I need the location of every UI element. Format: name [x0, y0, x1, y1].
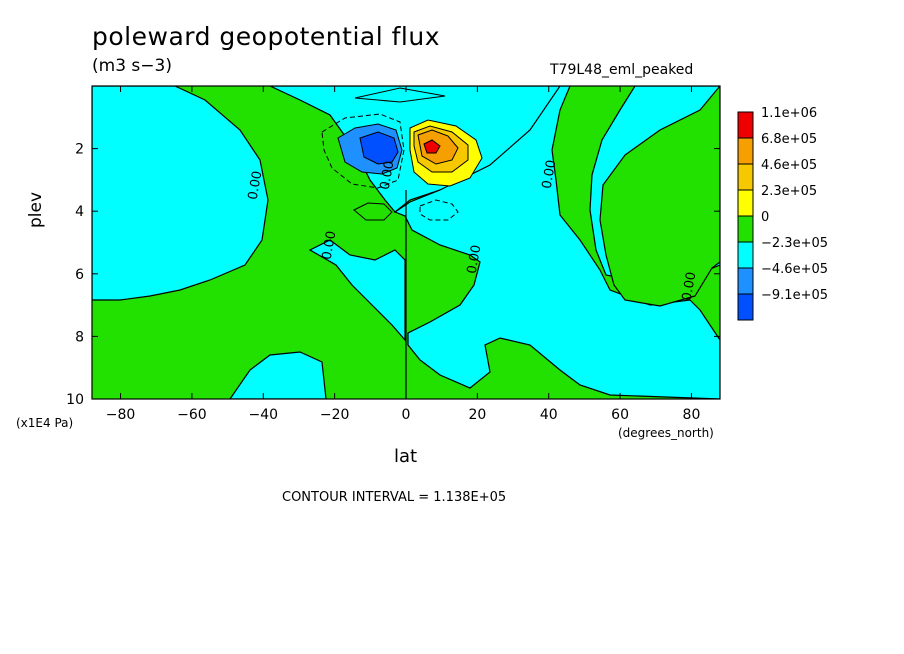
- y-tick-label: 4: [75, 204, 84, 220]
- contour-pos-small: [353, 202, 393, 221]
- x-tick-label: 40: [540, 407, 558, 423]
- y-axis-units: (x1E4 Pa): [16, 416, 74, 430]
- x-tick-label: 60: [611, 407, 629, 423]
- x-axis-units: (degrees_north): [618, 426, 714, 440]
- legend-swatch: [737, 267, 754, 295]
- region-cyan-center-column: [393, 86, 720, 399]
- chart-title: poleward geopotential flux: [92, 22, 440, 51]
- y-tick-label: 10: [66, 392, 84, 408]
- contour-dashed-neg-1: [321, 113, 405, 189]
- x-ticks: −80 −60 −40 −20 0 20 40 60 80: [106, 86, 701, 423]
- legend-label: −9.1e+05: [761, 288, 828, 303]
- x-tick-label: −60: [177, 407, 207, 423]
- legend-label: 1.1e+06: [761, 106, 817, 121]
- contour-labels: 0.00 0.00 0.00 0.00 0.00 0.00: [246, 159, 700, 302]
- legend-swatch: [737, 111, 754, 139]
- contour-label: 0.00: [378, 160, 398, 191]
- contour-label: 0.00: [465, 244, 485, 275]
- x-tick-label: 20: [468, 407, 486, 423]
- color-legend: 1.1e+06 6.8e+05 4.6e+05 2.3e+05 0 −2.3e+05 −4.…: [737, 106, 828, 321]
- legend-label: 6.8e+05: [761, 132, 817, 147]
- legend-swatch: [737, 293, 754, 321]
- y-ticks: 2 4 6 8 10: [66, 142, 720, 408]
- x-tick-label: −40: [248, 407, 278, 423]
- contour-label: 0.00: [680, 271, 700, 302]
- x-tick-label: 80: [683, 407, 701, 423]
- legend-label: 0: [761, 210, 769, 225]
- contour-label: 0.00: [320, 230, 340, 261]
- y-tick-label: 8: [75, 329, 84, 345]
- legend-label: 4.6e+05: [761, 158, 817, 173]
- contour-dashed-neg-2: [419, 199, 459, 221]
- contour-label: 0.00: [540, 159, 560, 190]
- x-tick-label: −20: [320, 407, 350, 423]
- contour-interval: CONTOUR INTERVAL = 1.138E+05: [282, 490, 507, 505]
- region-blue-core: [359, 131, 399, 165]
- region-green-right-blob: [599, 86, 720, 307]
- legend-swatch: [737, 163, 754, 191]
- legend-label: −4.6e+05: [761, 262, 828, 277]
- region-cyan-lower-left: [308, 239, 406, 342]
- region-cyan-bottom-left: [229, 351, 327, 399]
- legend-swatch: [737, 215, 754, 243]
- run-label: T79L48_eml_peaked: [550, 62, 694, 78]
- contour-label: 0.00: [246, 170, 266, 201]
- x-axis-label: lat: [394, 446, 418, 467]
- y-tick-label: 2: [75, 142, 84, 158]
- legend-label: 2.3e+05: [761, 184, 817, 199]
- contour-top: [354, 87, 446, 103]
- region-red: [423, 139, 441, 154]
- legend-swatch: [737, 241, 754, 269]
- chart-units: (m3 s−3): [92, 56, 172, 76]
- x-tick-label: 0: [402, 407, 411, 423]
- x-tick-label: −80: [106, 407, 136, 423]
- region-cyan-left: [92, 86, 269, 301]
- y-tick-label: 6: [75, 267, 84, 283]
- legend-swatch: [737, 137, 754, 165]
- legend-label: −2.3e+05: [761, 236, 828, 251]
- legend-swatch: [737, 189, 754, 217]
